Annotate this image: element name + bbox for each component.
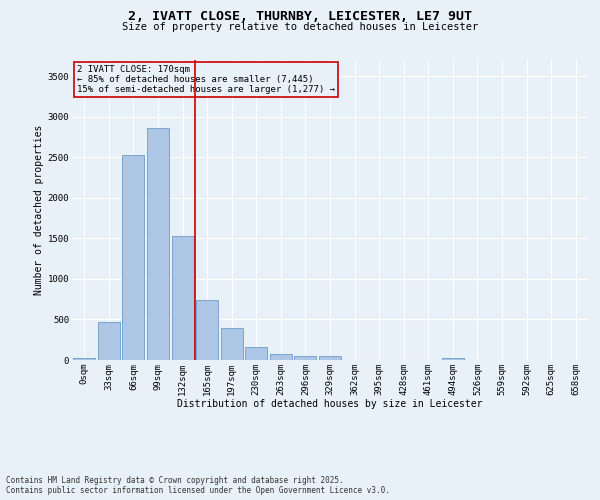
Bar [122,155,145,360]
Text: Size of property relative to detached houses in Leicester: Size of property relative to detached ho… [122,22,478,32]
Text: Contains HM Land Registry data © Crown copyright and database right 2025.
Contai: Contains HM Land Registry data © Crown c… [6,476,390,495]
Bar [147,128,169,360]
Text: 2, IVATT CLOSE, THURNBY, LEICESTER, LE7 9UT: 2, IVATT CLOSE, THURNBY, LEICESTER, LE7 … [128,10,472,23]
Bar [73,358,95,360]
Bar [245,348,268,360]
Bar [172,236,194,360]
Bar [319,356,341,360]
X-axis label: Distribution of detached houses by size in Leicester: Distribution of detached houses by size … [177,399,483,409]
Text: 2 IVATT CLOSE: 170sqm
← 85% of detached houses are smaller (7,445)
15% of semi-d: 2 IVATT CLOSE: 170sqm ← 85% of detached … [77,64,335,94]
Bar [270,354,292,360]
Y-axis label: Number of detached properties: Number of detached properties [34,125,44,295]
Bar [295,356,316,360]
Bar [196,300,218,360]
Bar [221,328,243,360]
Bar [442,358,464,360]
Bar [98,322,120,360]
